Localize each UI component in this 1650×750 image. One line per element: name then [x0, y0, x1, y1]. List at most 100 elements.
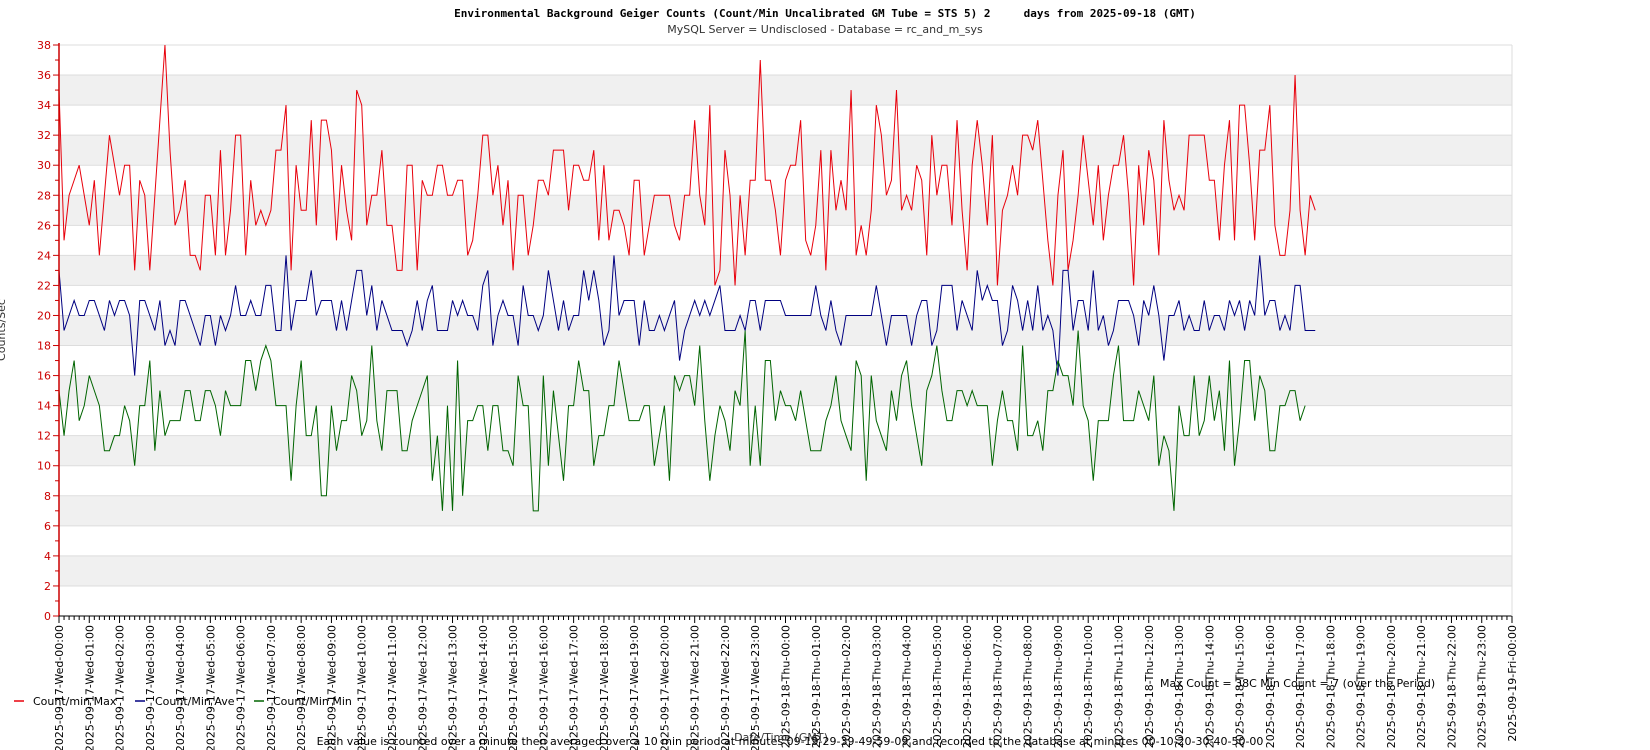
x-tick-label: 2025-09-17-Wed-23:00	[749, 625, 762, 750]
x-tick-label: 2025-09-17-Wed-22:00	[719, 625, 732, 750]
y-tick-label: 18	[37, 340, 51, 353]
x-tick-label: 2025-09-17-Wed-16:00	[537, 625, 550, 750]
legend: Count/min Max Count/Min Ave Count/Min Mi…	[14, 695, 352, 708]
x-ticks: 2025-09-17-Wed-00:00 2025-09-17-Wed-01:00…	[53, 616, 1519, 750]
x-tick-label: 2025-09-17-Wed-11:00	[386, 625, 399, 750]
y-tick-label: 4	[44, 550, 51, 563]
series-line-2	[58, 330, 1306, 512]
x-tick-label: 2025-09-18-Thu-06:00	[961, 625, 974, 748]
x-tick-label: 2025-09-18-Thu-19:00	[1355, 625, 1368, 748]
x-tick-label: 2025-09-18-Thu-18:00	[1324, 625, 1337, 748]
x-tick-label: 2025-09-18-Thu-12:00	[1143, 625, 1156, 748]
x-tick-label: 2025-09-17-Wed-14:00	[477, 625, 490, 750]
grid-band	[59, 225, 1512, 256]
x-tick-label: 2025-09-18-Thu-03:00	[870, 625, 883, 748]
x-tick-label: 2025-09-17-Wed-03:00	[144, 625, 157, 750]
x-tick-label: 2025-09-18-Thu-10:00	[1082, 625, 1095, 748]
y-tick-label: 10	[37, 460, 51, 473]
grid-band	[59, 285, 1512, 316]
x-tick-label: 2025-09-17-Wed-10:00	[356, 625, 369, 750]
x-tick-label: 2025-09-18-Thu-00:00	[780, 625, 793, 748]
y-tick-label: 0	[44, 610, 51, 623]
x-tick-label: 2025-09-18-Thu-08:00	[1022, 625, 1035, 748]
x-tick-label: 2025-09-17-Wed-20:00	[658, 625, 671, 750]
grid-band	[59, 255, 1512, 286]
grid-band	[59, 315, 1512, 346]
x-tick-label: 2025-09-18-Thu-14:00	[1203, 625, 1216, 748]
series-line-1	[58, 255, 1316, 376]
chart-title: Environmental Background Geiger Counts (…	[454, 7, 1196, 20]
max-min-annotation: Max Count = 38C Min Count = 7 (over the …	[1160, 677, 1435, 690]
y-tick-label: 34	[37, 99, 51, 112]
x-tick-label: 2025-09-17-Wed-06:00	[235, 625, 248, 750]
x-axis-label: Date/Time (GMT)	[734, 731, 828, 744]
x-tick-label: 2025-09-17-Wed-15:00	[507, 625, 520, 750]
x-tick-label: 2025-09-18-Thu-15:00	[1234, 625, 1247, 748]
y-tick-label: 20	[37, 309, 51, 322]
x-tick-label: 2025-09-19-Fri-00:00	[1506, 625, 1519, 742]
x-tick-label: 2025-09-17-Wed-21:00	[689, 625, 702, 750]
y-tick-label: 8	[44, 490, 51, 503]
x-tick-label: 2025-09-17-Wed-05:00	[204, 625, 217, 750]
x-tick-label: 2025-09-17-Wed-04:00	[174, 625, 187, 750]
x-tick-label: 2025-09-18-Thu-09:00	[1052, 625, 1065, 748]
footer-note: Each value is counted over a minute then…	[317, 735, 1264, 748]
grid-band	[59, 495, 1512, 526]
x-tick-label: 2025-09-17-Wed-08:00	[295, 625, 308, 750]
grid-band	[59, 345, 1512, 376]
y-tick-label: 36	[37, 69, 51, 82]
x-tick-label: 2025-09-18-Thu-07:00	[991, 625, 1004, 748]
x-tick-label: 2025-09-17-Wed-19:00	[628, 625, 641, 750]
y-tick-label: 14	[37, 400, 51, 413]
grid-band	[59, 75, 1512, 106]
legend-label-min: Count/Min Min	[273, 695, 352, 708]
y-tick-label: 28	[37, 189, 51, 202]
x-tick-label: 2025-09-18-Thu-13:00	[1173, 625, 1186, 748]
grid-band	[59, 465, 1512, 496]
y-tick-label: 30	[37, 159, 51, 172]
x-tick-label: 2025-09-17-Wed-01:00	[83, 625, 96, 750]
x-tick-label: 2025-09-18-Thu-16:00	[1264, 625, 1277, 748]
x-tick-label: 2025-09-17-Wed-12:00	[416, 625, 429, 750]
x-tick-label: 2025-09-17-Wed-00:00	[53, 625, 66, 750]
grid-band	[59, 45, 1512, 76]
x-tick-label: 2025-09-18-Thu-02:00	[840, 625, 853, 748]
y-tick-label: 38	[37, 39, 51, 52]
legend-label-max: Count/min Max	[33, 695, 117, 708]
x-tick-label: 2025-09-18-Thu-11:00	[1112, 625, 1125, 748]
grid-band	[59, 585, 1512, 616]
chart-subtitle: MySQL Server = Undisclosed - Database = …	[667, 23, 983, 36]
x-tick-label: 2025-09-18-Thu-01:00	[810, 625, 823, 748]
series-line-0	[58, 44, 1316, 286]
y-tick-label: 6	[44, 520, 51, 533]
x-tick-label: 2025-09-17-Wed-17:00	[568, 625, 581, 750]
x-tick-label: 2025-09-17-Wed-13:00	[447, 625, 460, 750]
grid-band	[59, 195, 1512, 226]
x-tick-label: 2025-09-18-Thu-05:00	[931, 625, 944, 748]
x-tick-label: 2025-09-18-Thu-22:00	[1445, 625, 1458, 748]
legend-label-ave: Count/Min Ave	[155, 695, 235, 708]
y-tick-label: 22	[37, 279, 51, 292]
grid-band	[59, 135, 1512, 166]
y-tick-label: 12	[37, 430, 51, 443]
x-tick-label: 2025-09-17-Wed-18:00	[598, 625, 611, 750]
grid-band	[59, 525, 1512, 556]
grid-band	[59, 405, 1512, 436]
y-tick-label: 2	[44, 580, 51, 593]
x-tick-label: 2025-09-18-Thu-17:00	[1294, 625, 1307, 748]
gridlines	[59, 44, 1512, 617]
x-tick-label: 2025-09-17-Wed-07:00	[265, 625, 278, 750]
x-tick-label: 2025-09-18-Thu-23:00	[1476, 625, 1489, 748]
x-tick-label: 2025-09-18-Thu-21:00	[1415, 625, 1428, 748]
x-tick-label: 2025-09-18-Thu-04:00	[901, 625, 914, 748]
series-layer	[58, 44, 1316, 512]
grid-band	[59, 375, 1512, 406]
y-tick-label: 26	[37, 219, 51, 232]
grid-band	[59, 555, 1512, 586]
y-tick-label: 16	[37, 370, 51, 383]
grid-band	[59, 435, 1512, 466]
y-tick-label: 24	[37, 249, 51, 262]
y-tick-label: 32	[37, 129, 51, 142]
